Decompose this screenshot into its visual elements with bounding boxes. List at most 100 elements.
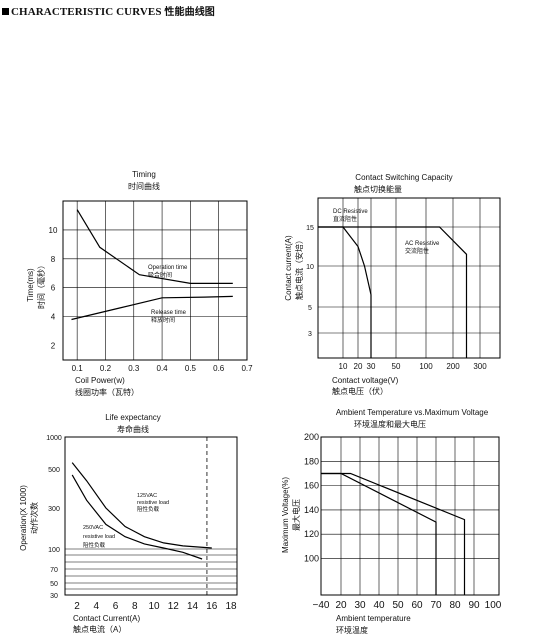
life-ytick-label: 70 [50, 567, 58, 574]
timing-ytick-label: 6 [51, 284, 56, 293]
ambient-series-line-2 [321, 472, 466, 595]
ambient-xlabel-zh: 环境温度 [336, 625, 368, 635]
switching-subtitle: 触点切换能量 [354, 184, 402, 194]
ambient-ytick-label: 100 [304, 554, 319, 564]
switching-ytick-label: 3 [308, 331, 312, 338]
ambient-plot-frame [320, 436, 500, 596]
timing-title: Timing [132, 170, 156, 179]
life-xlabel-zh: 触点电流（A） [73, 624, 126, 634]
switching-dc-label-zh: 直流阻性 [333, 215, 357, 223]
switching-title: Contact Switching Capacity [355, 173, 452, 182]
switching-ytick-label: 10 [306, 264, 314, 271]
timing-xtick-label: 0.6 [213, 364, 225, 373]
ambient-xtick-label: 50 [392, 600, 404, 611]
switching-ylabel: Contact current(A) [284, 235, 293, 301]
life-ytick-label: 100 [48, 547, 60, 554]
life-250-resistive-label: resistive load [83, 534, 115, 540]
ambient-ytick-label: 180 [304, 456, 319, 466]
life-series-line-1 [71, 462, 212, 549]
life-ytick-label: 1000 [46, 435, 62, 442]
heading-title-en: CHARACTERISTIC CURVES [11, 6, 162, 18]
timing-xtick-label: 0.7 [241, 364, 253, 373]
ambient-xlabel: Ambient temperature [336, 614, 411, 623]
ambient-xtick-label: 20 [335, 600, 347, 611]
timing-ytick-label: 2 [51, 342, 56, 351]
life-ylabel: Operation(X 1000) [19, 485, 28, 551]
ambient-subtitle: 环境温度和最大电压 [354, 419, 426, 429]
switching-plot-frame [317, 197, 501, 359]
timing-ytick-label: 4 [51, 313, 56, 322]
life-ytick-label: 500 [48, 467, 60, 474]
ambient-ytick-label: 160 [304, 481, 319, 491]
life-ytick-label: 30 [50, 593, 58, 600]
switching-xtick-label: 10 [339, 362, 348, 371]
bullet-square-icon [2, 8, 9, 15]
ambient-ytick-label: 120 [304, 529, 319, 539]
life-125-voltage-label: 125VAC [137, 493, 157, 499]
life-ytick-label: 50 [50, 581, 58, 588]
ambient-xtick-label: 30 [354, 600, 366, 611]
switching-xtick-label: 200 [446, 362, 460, 371]
timing-subtitle: 时间曲线 [128, 181, 160, 191]
life-xtick-label: 16 [206, 601, 218, 612]
life-xtick-label: 18 [225, 601, 237, 612]
switching-ac-label-zh: 交流阻性 [405, 247, 429, 255]
switching-xtick-label: 30 [367, 362, 376, 371]
timing-release-label: Release time [151, 310, 187, 316]
timing-release-label-zh: 释放时间 [151, 316, 175, 324]
life-ylabel-zh: 动作次数 [29, 502, 39, 534]
life-xtick-label: 12 [168, 601, 180, 612]
switching-dc-label: DC Resistive [333, 209, 368, 215]
life-ytick-label: 300 [48, 506, 60, 513]
ambient-xtick-label: −40 [313, 600, 330, 611]
ambient-xtick-label: 80 [449, 600, 461, 611]
heading-title-zh: 性能曲线图 [164, 7, 215, 18]
life-250-load-zh: 阻性负载 [83, 541, 106, 549]
switching-ylabel-zh: 触点电流（安培） [294, 236, 304, 300]
ambient-xtick-label: 100 [485, 600, 502, 611]
life-125-resistive-label: resistive load [137, 500, 169, 506]
switching-xlabel: Contact voltage(V) [332, 376, 399, 385]
timing-xtick-label: 0.3 [128, 364, 140, 373]
switching-xlabel-zh: 触点电压（伏） [332, 386, 388, 396]
ambient-xtick-label: 90 [468, 600, 480, 611]
timing-ylabel-zh: 时间（毫秒） [36, 261, 46, 309]
ambient-title: Ambient Temperature vs.Maximum Voltage [336, 408, 489, 417]
switching-xtick-label: 100 [419, 362, 433, 371]
switching-xtick-label: 300 [473, 362, 487, 371]
life-xtick-label: 4 [93, 601, 99, 612]
life-xtick-label: 6 [113, 601, 119, 612]
page-heading: CHARACTERISTIC CURVES 性能曲线图 [2, 3, 215, 18]
switching-ytick-label: 5 [308, 305, 312, 312]
life-xtick-label: 14 [187, 601, 199, 612]
switching-xtick-label: 20 [354, 362, 363, 371]
switching-xtick-label: 50 [392, 362, 401, 371]
timing-xtick-label: 0.1 [72, 364, 84, 373]
life-series-line-2 [71, 474, 203, 560]
life-xtick-label: 8 [132, 601, 138, 612]
timing-ytick-label: 8 [51, 255, 56, 264]
switching-series-line-2 [318, 226, 468, 358]
timing-xlabel-zh: 线圈功率（瓦特） [75, 387, 139, 397]
life-125-load-zh: 阻性负载 [137, 505, 160, 513]
timing-plot-frame [62, 200, 248, 361]
timing-series-line-2 [71, 295, 233, 321]
switching-ac-label: AC Resistive [405, 241, 440, 247]
life-plot-frame [64, 436, 238, 596]
life-xlabel: Contact Current(A) [73, 614, 140, 623]
timing-series-line-1 [76, 209, 233, 284]
timing-ytick-label: 10 [49, 226, 58, 235]
life-xtick-label: 2 [74, 601, 80, 612]
ambient-xtick-label: 40 [373, 600, 385, 611]
life-xtick-label: 10 [148, 601, 160, 612]
ambient-xtick-label: 60 [411, 600, 423, 611]
timing-xtick-label: 0.2 [100, 364, 112, 373]
life-title: Life expectancy [105, 413, 161, 422]
ambient-ylabel: Maximum Voltage(%) [281, 477, 290, 553]
ambient-ytick-label: 200 [304, 432, 319, 442]
switching-ytick-label: 15 [306, 225, 314, 232]
switching-series-line-1 [318, 226, 372, 358]
timing-ylabel: Time(ms) [26, 268, 35, 302]
ambient-ylabel-zh: 最大电压 [291, 499, 301, 531]
